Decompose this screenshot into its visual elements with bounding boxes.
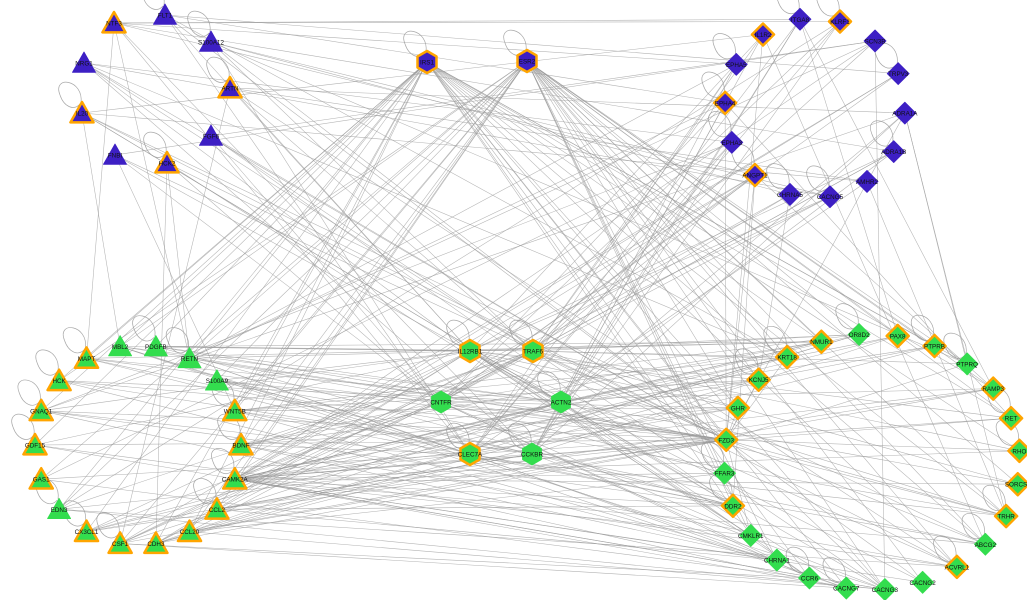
svg-text:PDGFB: PDGFB <box>145 344 167 351</box>
svg-text:CX3CL1: CX3CL1 <box>75 529 99 536</box>
svg-text:KLRF1: KLRF1 <box>830 19 850 26</box>
svg-text:IL20: IL20 <box>76 111 89 118</box>
svg-text:SORCS2: SORCS2 <box>1005 482 1027 489</box>
svg-text:WNT5B: WNT5B <box>224 408 246 415</box>
svg-text:TRPV3: TRPV3 <box>888 71 909 78</box>
svg-text:OR8D2: OR8D2 <box>849 332 870 339</box>
svg-text:KCNJ5: KCNJ5 <box>749 377 769 384</box>
svg-text:CACNG2: CACNG2 <box>909 580 936 587</box>
svg-text:CNTFR: CNTFR <box>430 400 452 407</box>
svg-text:EDN3: EDN3 <box>51 507 68 514</box>
svg-text:GNAQ1: GNAQ1 <box>30 408 53 415</box>
svg-text:GDF15: GDF15 <box>25 443 46 450</box>
svg-text:CACNG3: CACNG3 <box>872 587 899 594</box>
svg-text:EPHA5: EPHA5 <box>726 62 747 69</box>
svg-text:HCK2: HCK2 <box>159 161 176 168</box>
svg-text:TRAF6: TRAF6 <box>523 349 543 356</box>
svg-text:PTPRQ: PTPRQ <box>956 361 978 368</box>
svg-text:CDH3: CDH3 <box>147 541 165 548</box>
svg-text:TRHR: TRHR <box>997 514 1015 521</box>
svg-text:ESR2: ESR2 <box>519 59 536 66</box>
svg-text:HCK: HCK <box>52 378 66 385</box>
svg-text:PAX8: PAX8 <box>890 333 906 340</box>
svg-text:S100A12: S100A12 <box>198 40 224 47</box>
svg-text:CCL20: CCL20 <box>180 529 200 536</box>
svg-text:CCL2: CCL2 <box>209 507 226 514</box>
svg-text:NTF3: NTF3 <box>106 21 122 28</box>
svg-text:FFAR3: FFAR3 <box>715 471 735 478</box>
svg-text:RAMP3: RAMP3 <box>982 386 1004 393</box>
svg-text:ARTN: ARTN <box>221 86 238 93</box>
svg-text:ADRA1B: ADRA1B <box>881 149 906 156</box>
svg-text:CACNG5: CACNG5 <box>817 194 844 201</box>
svg-text:NRG1: NRG1 <box>75 61 93 68</box>
svg-text:BDNF: BDNF <box>232 443 249 450</box>
svg-text:CHRNA1: CHRNA1 <box>764 558 790 565</box>
svg-text:RHO: RHO <box>1012 448 1026 455</box>
svg-text:SCN3B: SCN3B <box>865 39 886 46</box>
svg-text:CHRNA5: CHRNA5 <box>777 192 803 199</box>
svg-text:CCKBR: CCKBR <box>521 452 543 459</box>
svg-text:CCR6: CCR6 <box>801 576 819 583</box>
svg-text:RET: RET <box>1005 416 1018 423</box>
svg-text:ABCG2: ABCG2 <box>975 542 997 549</box>
svg-text:RETN: RETN <box>181 356 199 363</box>
svg-text:CMKLR1: CMKLR1 <box>738 533 764 540</box>
svg-text:EPHA3: EPHA3 <box>721 140 742 147</box>
svg-text:MAPT: MAPT <box>78 356 96 363</box>
svg-text:IL1R2: IL1R2 <box>755 32 772 39</box>
svg-text:IRS1: IRS1 <box>420 60 434 67</box>
svg-text:EPHA4: EPHA4 <box>715 100 736 107</box>
svg-text:ACVRL1: ACVRL1 <box>945 564 970 571</box>
svg-text:GAS1: GAS1 <box>33 477 50 484</box>
svg-text:GHR: GHR <box>731 405 745 412</box>
svg-text:NMUR1: NMUR1 <box>810 339 833 346</box>
svg-text:FLT1: FLT1 <box>158 13 173 20</box>
svg-text:FGF6: FGF6 <box>203 134 220 141</box>
svg-text:CSF1: CSF1 <box>112 541 129 548</box>
svg-text:FNBI: FNBI <box>108 153 123 160</box>
svg-text:AMHR2: AMHR2 <box>856 179 879 186</box>
svg-text:ANGPT1: ANGPT1 <box>742 173 768 180</box>
svg-text:CLEC7A: CLEC7A <box>458 452 483 459</box>
svg-text:CACNG7: CACNG7 <box>833 586 860 593</box>
svg-text:IL12RB1: IL12RB1 <box>458 349 483 356</box>
svg-text:CAMK2A: CAMK2A <box>222 477 249 484</box>
svg-text:ADRA1A: ADRA1A <box>892 111 918 118</box>
svg-text:S100A9: S100A9 <box>206 378 229 385</box>
svg-text:PTPRB: PTPRB <box>924 344 945 351</box>
svg-text:FZD3: FZD3 <box>718 437 734 444</box>
svg-text:ACTN2: ACTN2 <box>551 400 572 407</box>
svg-text:DDR2: DDR2 <box>724 503 742 510</box>
svg-text:ITGA8: ITGA8 <box>791 17 810 24</box>
svg-text:KRT18: KRT18 <box>777 355 797 362</box>
svg-text:MBL2: MBL2 <box>112 344 129 351</box>
